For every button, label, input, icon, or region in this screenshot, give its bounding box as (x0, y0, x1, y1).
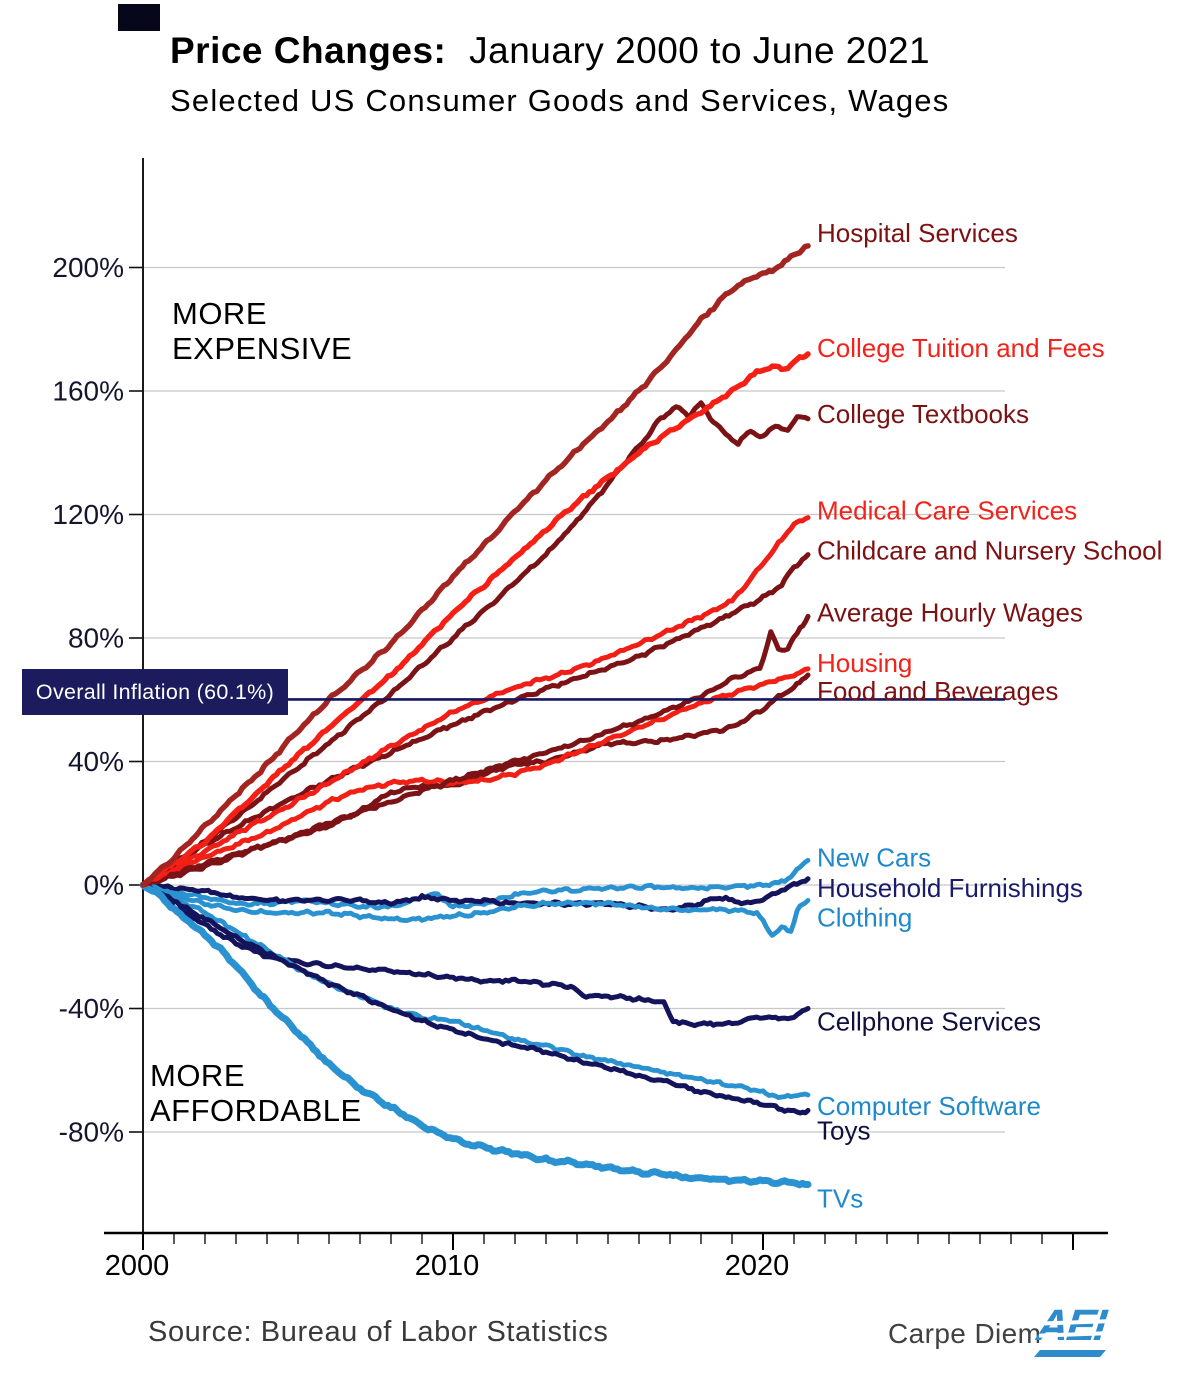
overall-inflation-label: Overall Inflation (60.1%) (35, 679, 275, 704)
aei-logo: AEI (1034, 1301, 1137, 1362)
series-label-household-furnishings: Household Furnishings (817, 873, 1083, 903)
aei-logo-underline (1034, 1350, 1106, 1357)
series-line-housing (140, 666, 811, 888)
page-title-lead: Price Changes: (170, 30, 447, 71)
series-label-average-hourly-wages: Average Hourly Wages (817, 597, 1083, 627)
y-axis-label-160: 160% (52, 376, 124, 407)
series-label-computer-software: Computer Software (817, 1091, 1041, 1121)
series-line-average-hourly-wages (140, 613, 811, 888)
y-axis-label-200: 200% (52, 252, 124, 283)
series-label-hospital-services: Hospital Services (817, 218, 1018, 248)
series-label-childcare-and-nursery-school: Childcare and Nursery School (817, 536, 1162, 566)
brand-carpe-diem: Carpe Diem (888, 1318, 1042, 1349)
y-axis-label--40: -40% (59, 993, 124, 1024)
x-axis-label-2000: 2000 (105, 1250, 170, 1282)
page-subtitle: Selected US Consumer Goods and Services,… (170, 82, 950, 118)
y-axis-label-120: 120% (52, 499, 124, 530)
annotation-more-expensive-line1: MORE (172, 296, 267, 331)
series-label-food-and-beverages: Food and Beverages (817, 676, 1058, 706)
series-line-computer-software (140, 882, 811, 1100)
annotation-more-affordable-line1: MORE (150, 1058, 245, 1093)
corner-mark (118, 4, 160, 31)
annotation-more-expensive: MORE EXPENSIVE (172, 296, 352, 367)
y-axis-label-80: 80% (68, 623, 124, 654)
annotation-more-expensive-line2: EXPENSIVE (172, 331, 353, 367)
x-axis-label-2020: 2020 (725, 1250, 790, 1282)
series-label-medical-care-services: Medical Care Services (817, 496, 1077, 526)
series-label-toys: Toys (817, 1115, 870, 1145)
series-label-housing: Housing (817, 648, 912, 678)
series-line-medical-care-services (140, 515, 811, 888)
overall-inflation-label-box: Overall Inflation (60.1%) (22, 669, 288, 715)
source-note: Source: Bureau of Labor Statistics (148, 1316, 609, 1348)
series-line-childcare-and-nursery-school (140, 552, 811, 888)
title-block: Price Changes: January 2000 to June 2021… (170, 30, 1130, 119)
series-label-clothing: Clothing (817, 902, 912, 932)
annotation-more-affordable-line2: AFFORDABLE (150, 1093, 362, 1129)
x-axis-label-2010: 2010 (415, 1250, 480, 1282)
y-axis-label--80: -80% (59, 1117, 124, 1148)
series-line-toys (140, 882, 811, 1116)
page-title: Price Changes: January 2000 to June 2021 (170, 30, 1130, 73)
series-line-college-tuition-and-fees (140, 351, 811, 888)
annotation-more-affordable: MORE AFFORDABLE (150, 1058, 362, 1129)
series-label-cellphone-services: Cellphone Services (817, 1007, 1041, 1037)
series-label-college-textbooks: College Textbooks (817, 399, 1029, 429)
series-line-tvs (139, 881, 812, 1189)
series-line-cellphone-services (140, 882, 811, 1029)
series-line-clothing (140, 882, 811, 938)
y-axis-label-0: 0% (84, 870, 124, 901)
series-label-college-tuition-and-fees: College Tuition and Fees (817, 333, 1105, 363)
y-axis-label-40: 40% (68, 746, 124, 777)
series-line-college-textbooks (140, 400, 811, 888)
page-title-range: January 2000 to June 2021 (469, 30, 931, 71)
series-line-hospital-services (140, 243, 811, 888)
series-line-household-furnishings (140, 876, 811, 913)
series-label-new-cars: New Cars (817, 842, 931, 872)
series-label-tvs: TVs (817, 1183, 863, 1213)
aei-logo-text: AEI (1034, 1301, 1107, 1350)
